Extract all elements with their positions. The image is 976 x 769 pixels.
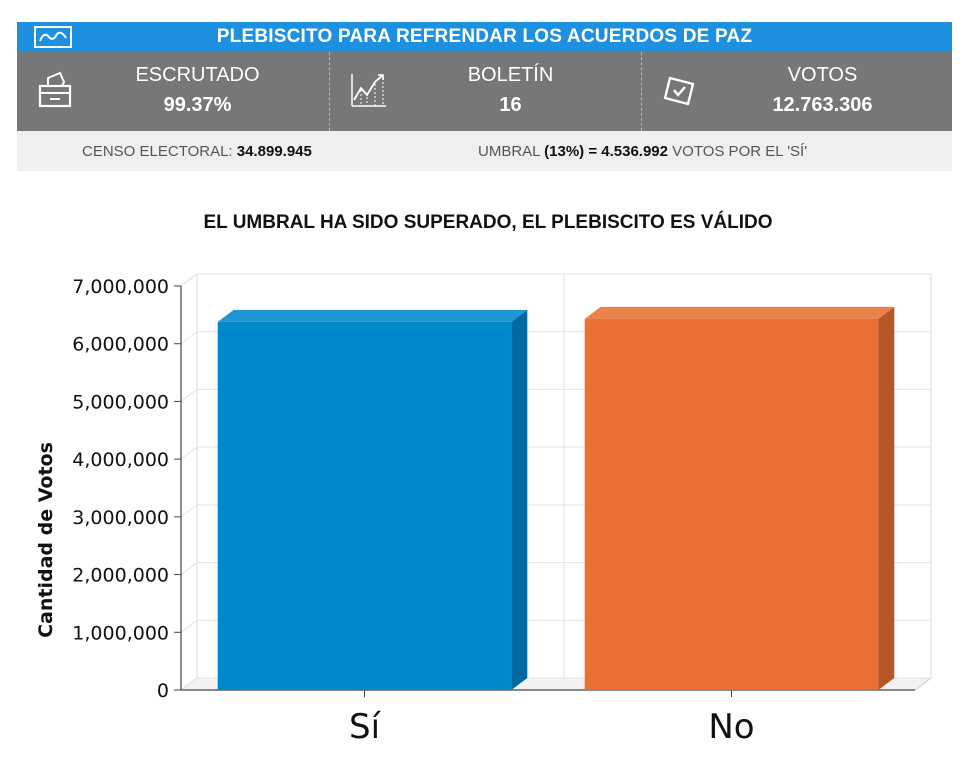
- ballot-box-icon: [38, 71, 72, 108]
- y-tick-label: 3,000,000: [72, 507, 169, 529]
- y-axis-label: Cantidad de Votos: [35, 442, 57, 638]
- x-tick-label: No: [708, 707, 754, 747]
- gridline-side: [180, 389, 198, 402]
- colombia-registry-logo-icon: [34, 26, 72, 48]
- vote-bar-chart: 0 1,000,000 2,000,000 3,000,000 4,000,000 5,0…: [35, 273, 933, 747]
- stat-votos: VOTOS 12.763.306: [641, 52, 953, 131]
- info-bar: CENSO ELECTORAL: 34.899.945 UMBRAL (13%)…: [17, 131, 952, 171]
- gridline-side: [180, 562, 198, 575]
- header-bar: PLEBISCITO PARA REFRENDAR LOS ACUERDOS D…: [17, 22, 952, 52]
- stats-panel: ESCRUTADO 99.37% BOLETÍN 16 VOTOS 12.763…: [17, 52, 952, 131]
- bar-si: [217, 309, 528, 690]
- vote-ballot-icon: [663, 76, 695, 106]
- census-label: CENSO ELECTORAL:: [82, 143, 233, 160]
- gridline-side: [180, 273, 198, 287]
- census-info: CENSO ELECTORAL: 34.899.945: [82, 143, 312, 160]
- x-tick-label: Sí: [349, 707, 382, 747]
- bar-front: [217, 321, 512, 690]
- gridline-side: [180, 331, 198, 345]
- stat-boletin: BOLETÍN 16: [329, 52, 641, 131]
- threshold-info: UMBRAL (13%) = 4.536.992 VOTOS POR EL 'S…: [478, 143, 807, 160]
- y-tick-label: 1,000,000: [72, 622, 169, 644]
- gridline-side: [180, 677, 198, 691]
- bar-top: [217, 309, 528, 322]
- line-chart-icon: [351, 74, 386, 107]
- gridline-side: [180, 619, 198, 633]
- threshold-value: (13%) = 4.536.992: [544, 143, 668, 160]
- chart-bars: [217, 306, 895, 690]
- threshold-suffix: VOTOS POR EL 'SÍ': [672, 143, 808, 160]
- stat-value: 12.763.306: [772, 94, 873, 116]
- census-value: 34.899.945: [236, 143, 312, 160]
- bar-side: [878, 306, 895, 690]
- y-tick-label: 2,000,000: [72, 565, 169, 587]
- chart-labels: 0 1,000,000 2,000,000 3,000,000 4,000,000 5,0…: [72, 276, 754, 747]
- gridline-side: [180, 504, 198, 518]
- y-tick-label: 5,000,000: [72, 391, 169, 413]
- threshold-label: UMBRAL: [478, 143, 540, 160]
- stat-label: BOLETÍN: [467, 64, 554, 86]
- gridline-side: [180, 446, 198, 460]
- status-message: EL UMBRAL HA SIDO SUPERADO, EL PLEBISCIT…: [203, 212, 773, 233]
- y-tick-label: 4,000,000: [72, 449, 169, 471]
- bar-front: [584, 318, 879, 690]
- stat-value: 16: [499, 94, 522, 116]
- stat-value: 99.37%: [163, 94, 232, 116]
- bar-no: [584, 306, 895, 690]
- bar-top: [584, 306, 895, 319]
- page-title: PLEBISCITO PARA REFRENDAR LOS ACUERDOS D…: [216, 26, 753, 47]
- y-tick-label: 7,000,000: [72, 276, 169, 298]
- stat-escrutado: ESCRUTADO 99.37%: [17, 52, 328, 131]
- stat-label: ESCRUTADO: [135, 64, 260, 86]
- y-tick-label: 6,000,000: [72, 334, 169, 356]
- stat-label: VOTOS: [787, 64, 858, 86]
- bar-side: [511, 309, 528, 690]
- y-tick-label: 0: [157, 680, 169, 702]
